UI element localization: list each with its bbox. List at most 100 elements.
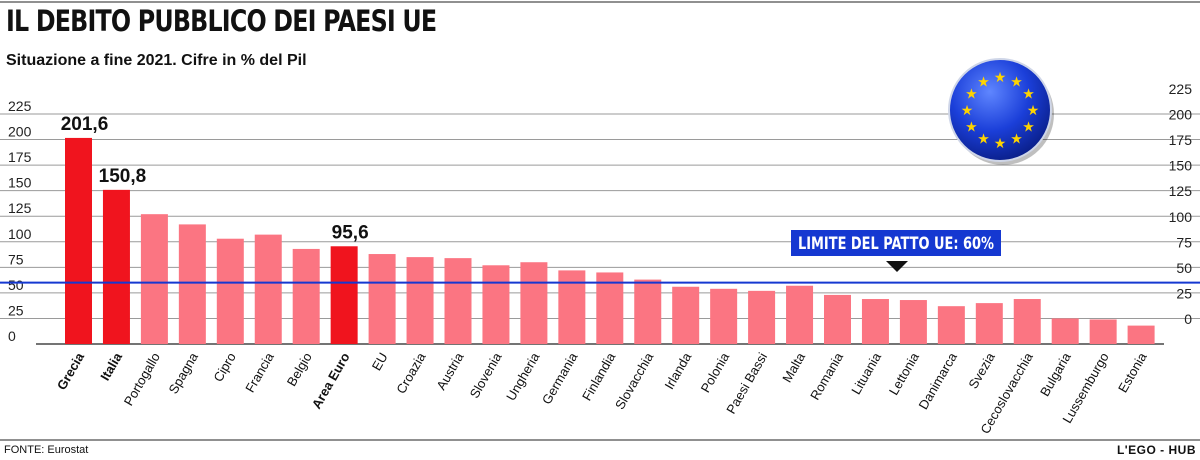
bar-germania (558, 270, 586, 344)
y-tick-right: 100 (1169, 209, 1193, 225)
star-icon: ★ (977, 74, 990, 90)
star-icon: ★ (994, 136, 1007, 152)
bar-lussemburgo (1089, 319, 1117, 344)
y-tick-left: 25 (8, 302, 24, 318)
category-label-portogallo: Portogallo (121, 350, 163, 408)
bar-spagna (178, 224, 206, 344)
bar-grecia (65, 137, 92, 344)
limit-reference: LIMITE DEL PATTO UE: 60% (0, 230, 1200, 284)
category-label-cipro: Cipro (210, 350, 239, 384)
y-tick-right: 200 (1169, 107, 1193, 123)
category-label-finlandia: Finlandia (579, 349, 619, 403)
bar-irlanda (672, 286, 700, 344)
bar-italia (102, 189, 130, 344)
y-tick-right: 75 (1176, 234, 1192, 250)
category-label-irlanda: Irlanda (661, 349, 694, 392)
star-icon: ★ (1022, 120, 1035, 136)
bar-eu (368, 254, 396, 344)
category-label-belgio: Belgio (284, 350, 315, 389)
y-tick-right: 150 (1169, 158, 1193, 174)
bar-ungheria (520, 262, 548, 344)
bar-francia (254, 234, 282, 344)
bar-malta (786, 285, 814, 344)
bar-estonia (1127, 325, 1155, 344)
bar-svezia (975, 303, 1003, 344)
category-label-italia: Italia (97, 349, 125, 383)
limit-label-box (791, 230, 1001, 256)
star-icon: ★ (1022, 87, 1035, 103)
bar-lituania (861, 299, 889, 344)
category-label-croazia: Croazia (393, 349, 429, 396)
bar-austria (444, 258, 472, 344)
bar-bulgaria (1051, 318, 1079, 344)
category-label-romania: Romania (807, 349, 846, 402)
bar-finlandia (596, 272, 624, 344)
bar-polonia (710, 288, 738, 344)
category-label-germania: Germania (539, 349, 581, 407)
category-label-grecia: Grecia (54, 349, 88, 392)
category-label-estonia: Estonia (1115, 349, 1150, 395)
category-label-danimarca: Danimarca (916, 349, 961, 412)
star-icon: ★ (994, 70, 1007, 86)
star-icon: ★ (1010, 74, 1023, 90)
bar-romania (824, 294, 851, 344)
category-label-lituania: Lituania (848, 349, 884, 397)
bar-cecoslovacchia (1013, 299, 1041, 344)
category-label-area-euro: Area Euro (309, 350, 353, 411)
y-axis-ticks: 0 0 25 25 50 50 75 75 100 100 125 125 150 150 175 175 20… (8, 81, 1192, 344)
category-label-eu: EU (369, 350, 391, 373)
bar-slovacchia (634, 279, 662, 344)
y-tick-right: 25 (1176, 285, 1192, 301)
bar-belgio (292, 248, 320, 344)
star-icon: ★ (977, 132, 990, 148)
star-icon: ★ (1010, 132, 1023, 148)
y-tick-left: 125 (8, 200, 32, 216)
category-label-spagna: Spagna (166, 349, 202, 396)
y-tick-left: 150 (8, 175, 32, 191)
star-icon: ★ (1027, 103, 1040, 119)
bar-lettonia (899, 300, 927, 344)
y-tick-left: 0 (8, 328, 16, 344)
bar-danimarca (937, 306, 965, 344)
eu-flag-icon: ★ ★★★★★★★★★★★ (948, 58, 1054, 165)
flag-sphere (948, 58, 1052, 162)
bar-portogallo (140, 214, 168, 344)
y-tick-left: 175 (8, 149, 32, 165)
y-tick-left: 75 (8, 251, 24, 267)
y-tick-right: 175 (1169, 132, 1193, 148)
star-icon: ★ (961, 103, 974, 119)
category-label-malta: Malta (779, 349, 808, 385)
category-label-svezia: Svezia (965, 349, 998, 391)
source-note: FONTE: Eurostat (4, 444, 89, 456)
bar-area-euro (330, 246, 358, 344)
y-tick-right: 0 (1184, 311, 1192, 327)
y-tick-left: 100 (8, 226, 32, 242)
value-labels: 201,6 150,8 95,6 (61, 114, 369, 243)
category-label-francia: Francia (242, 349, 277, 395)
bar-cipro (216, 238, 244, 344)
chart-subtitle: Situazione a fine 2021. Cifre in % del P… (6, 52, 307, 69)
star-icon: ★ (965, 87, 978, 103)
category-label-lettonia: Lettonia (886, 349, 923, 397)
value-label-area-euro: 95,6 (332, 222, 369, 243)
y-tick-right: 125 (1169, 183, 1193, 199)
category-label-bulgaria: Bulgaria (1037, 349, 1074, 398)
value-label-italia: 150,8 (99, 166, 147, 187)
bar-slovenia (482, 265, 510, 344)
limit-label: LIMITE DEL PATTO UE: 60% (798, 234, 994, 254)
category-label-polonia: Polonia (698, 349, 733, 395)
bars (65, 137, 1155, 344)
bar-croazia (406, 257, 434, 344)
chart-title: IL DEBITO PUBBLICO DEI PAESI UE (6, 4, 437, 38)
y-tick-right: 225 (1169, 81, 1193, 97)
y-tick-right: 50 (1176, 260, 1192, 276)
y-tick-left: 50 (8, 277, 24, 293)
category-label-austria: Austria (433, 349, 467, 392)
y-tick-left: 200 (8, 124, 32, 140)
value-label-grecia: 201,6 (61, 114, 109, 135)
category-label-slovenia: Slovenia (467, 349, 505, 400)
bar-paesi-bassi (748, 290, 776, 344)
y-tick-left: 225 (8, 98, 32, 114)
